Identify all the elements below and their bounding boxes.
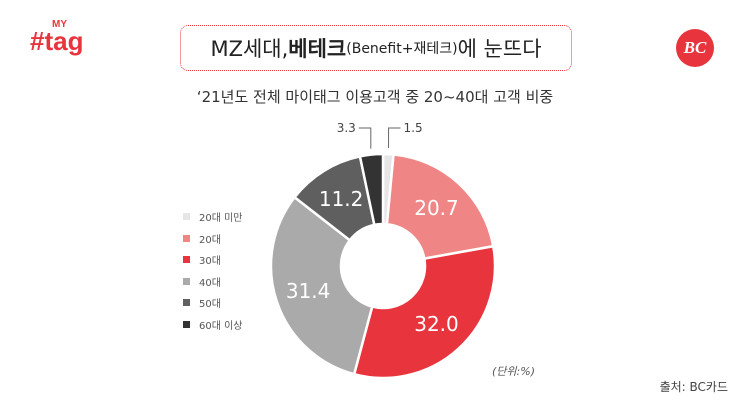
legend-label-5: 60대 이상	[199, 320, 243, 332]
donut-slice-5	[358, 152, 385, 227]
legend-swatch-4	[183, 299, 190, 306]
leader-line-5	[358, 127, 372, 149]
chart-title: MZ세대, 베테크 (Benefit+재테크) 에 눈뜨다	[180, 25, 572, 71]
source-label: 출처: BC카드	[659, 380, 728, 394]
legend-item-1: 20대	[183, 231, 243, 246]
data-label-4: 11.2	[319, 187, 364, 211]
data-label-5: 3.3	[337, 121, 356, 135]
title-part-1: MZ세대,	[210, 37, 289, 61]
legend-swatch-0	[183, 213, 190, 220]
title-part-4: 에 눈뜨다	[457, 37, 542, 61]
legend-label-0: 20대 미만	[199, 213, 243, 224]
legend-item-4: 50대	[183, 295, 243, 310]
legend-swatch-2	[183, 256, 190, 263]
legend-item-3: 40대	[183, 274, 243, 289]
title-part-2: 베테크	[288, 37, 347, 61]
leader-line-0	[388, 127, 401, 149]
data-label-2: 32.0	[414, 312, 459, 336]
legend-item-5: 60대 이상	[183, 317, 243, 332]
legend-swatch-5	[183, 320, 190, 328]
legend-label-2: 30대	[199, 256, 221, 267]
legend-swatch-3	[183, 277, 190, 285]
donut-slice-3	[269, 195, 374, 376]
legend-label-3: 40대	[199, 277, 221, 289]
donut-slice-1	[385, 153, 495, 261]
legend-item-2: 30대	[183, 252, 243, 267]
unit-label: (단위:%)	[492, 365, 535, 378]
mytag-logo: MY #tag	[30, 19, 84, 56]
chart-subtitle: ‘21년도 전체 마이태그 이용고객 중 20~40대 고객 비중	[196, 88, 554, 106]
donut-slice-2	[352, 244, 497, 380]
data-label-3: 31.4	[286, 279, 331, 303]
legend: 20대 미만 20대 30대 40대 50대 60대 이상	[183, 209, 243, 338]
legend-swatch-1	[183, 234, 190, 242]
legend-item-0: 20대 미만	[183, 209, 243, 224]
legend-label-4: 50대	[199, 299, 221, 310]
data-label-0: 1.5	[404, 121, 423, 135]
data-label-1: 20.7	[414, 196, 459, 220]
bc-card-logo: BC	[676, 29, 714, 67]
title-part-3: (Benefit+재테크)	[346, 41, 458, 57]
legend-label-1: 20대	[199, 234, 221, 246]
